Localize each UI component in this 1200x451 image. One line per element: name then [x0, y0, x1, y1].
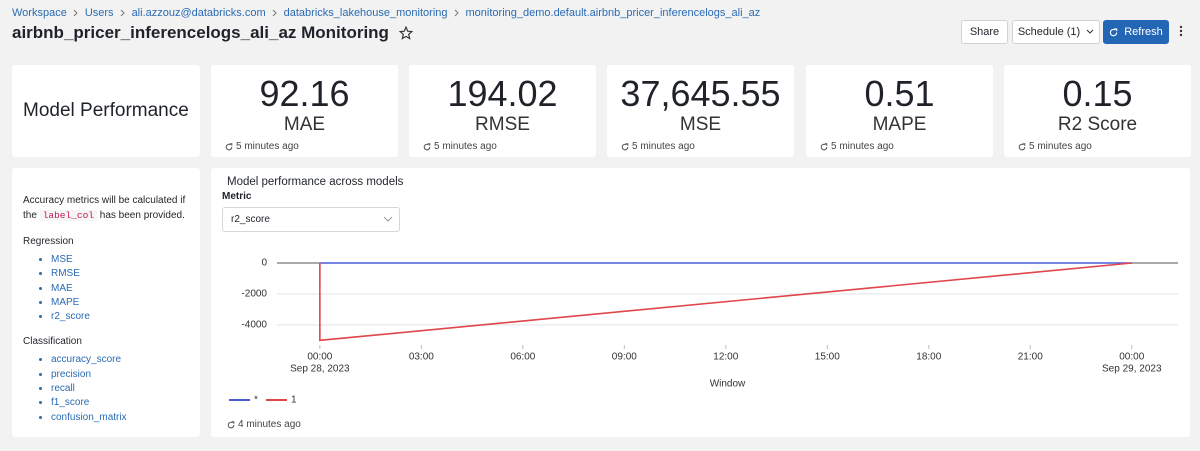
- metric-link[interactable]: recall: [51, 382, 188, 396]
- icon-path: [821, 144, 827, 150]
- metric-link[interactable]: f1_score: [51, 396, 188, 410]
- notes-card: Accuracy metrics will be calculated if t…: [12, 168, 200, 437]
- metric-label: R2 Score: [1004, 114, 1191, 136]
- section-title: Regression: [23, 234, 188, 249]
- button-label: Schedule (1): [1018, 26, 1080, 38]
- chart-updated: 4 minutes ago: [227, 419, 301, 430]
- metric-label: MAPE: [806, 114, 993, 136]
- metric-label: Metric: [222, 191, 251, 202]
- metric-value: 194.02: [409, 73, 596, 115]
- icon-path: [226, 144, 232, 150]
- metric-link[interactable]: MSE: [51, 253, 188, 267]
- metric-label: MSE: [607, 114, 794, 136]
- schedule-button[interactable]: Schedule (1): [1012, 20, 1100, 44]
- metric-link[interactable]: precision: [51, 368, 188, 382]
- metric-card: 0.51MAPE 5 minutes ago: [806, 65, 993, 157]
- updated-text: 4 minutes ago: [238, 419, 301, 430]
- breadcrumb-link[interactable]: monitoring_demo.default.airbnb_pricer_in…: [466, 7, 761, 19]
- breadcrumb-link[interactable]: Workspace: [12, 7, 67, 19]
- button-label: Refresh: [1124, 26, 1163, 38]
- metric-link[interactable]: MAPE: [51, 296, 188, 310]
- header: airbnb_pricer_inferencelogs_ali_az Monit…: [12, 23, 413, 43]
- more-button[interactable]: [1172, 20, 1190, 42]
- updated-text: 5 minutes ago: [236, 141, 299, 152]
- chevron: [74, 10, 77, 16]
- chevron: [455, 10, 458, 16]
- metric-card: 194.02RMSE 5 minutes ago: [409, 65, 596, 157]
- refresh-icon: [1018, 143, 1026, 151]
- breadcrumb-link[interactable]: databricks_lakehouse_monitoring: [284, 7, 448, 19]
- kebab: [1179, 25, 1183, 37]
- metric-updated: 5 minutes ago: [621, 141, 695, 152]
- icon-path: [424, 144, 430, 150]
- updated-text: 5 minutes ago: [1029, 141, 1092, 152]
- metric-value: 92.16: [211, 73, 398, 115]
- metric-select[interactable]: r2_score: [222, 207, 400, 232]
- classification-list: accuracy_scoreprecisionrecallf1_scorecon…: [23, 353, 188, 424]
- updated-text: 5 minutes ago: [632, 141, 695, 152]
- metric-value: 37,645.55: [607, 73, 794, 115]
- breadcrumb-link[interactable]: ali.azzouz@databricks.com: [132, 7, 266, 19]
- breadcrumb: Workspace Users ali.azzouz@databricks.com d…: [12, 7, 760, 19]
- icon-path: [1019, 144, 1025, 150]
- refresh-icon: [225, 143, 233, 151]
- metric-label: RMSE: [409, 114, 596, 136]
- notes: Accuracy metrics will be calculated if t…: [23, 193, 188, 435]
- chevron: [383, 216, 393, 223]
- refresh-button[interactable]: Refresh: [1103, 20, 1169, 44]
- metric-label: MAE: [211, 114, 398, 136]
- metric-card: 0.15R2 Score 5 minutes ago: [1004, 65, 1191, 157]
- refresh-icon: [227, 421, 235, 429]
- summary-card: Model Performance: [12, 65, 200, 157]
- metric-link[interactable]: MAE: [51, 282, 188, 296]
- share-button[interactable]: Share: [961, 20, 1008, 44]
- metric-card: 92.16MAE 5 minutes ago: [211, 65, 398, 157]
- button-label: Share: [970, 26, 999, 38]
- metric-value: 0.51: [806, 73, 993, 115]
- regression-list: MSERMSEMAEMAPEr2_score: [23, 253, 188, 324]
- metric-card: 37,645.55MSE 5 minutes ago: [607, 65, 794, 157]
- code: label_col: [40, 210, 97, 221]
- crumb-separator: [73, 9, 79, 17]
- refresh-icon: [621, 143, 629, 151]
- refresh-icon: [423, 143, 431, 151]
- summary-title: Model Performance: [23, 100, 189, 122]
- crumb-separator: [120, 9, 126, 17]
- metric-updated: 5 minutes ago: [1018, 141, 1092, 152]
- caret: [1086, 29, 1094, 35]
- breadcrumb-link[interactable]: Users: [85, 7, 114, 19]
- metric-link[interactable]: RMSE: [51, 267, 188, 281]
- metric-link[interactable]: confusion_matrix: [51, 411, 188, 425]
- updated-text: 5 minutes ago: [434, 141, 497, 152]
- page-title: airbnb_pricer_inferencelogs_ali_az Monit…: [12, 23, 389, 43]
- refresh-icon: [820, 143, 828, 151]
- metric-link[interactable]: r2_score: [51, 310, 188, 324]
- intro-text: has been provided.: [100, 210, 185, 221]
- updated-text: 5 minutes ago: [831, 141, 894, 152]
- metric-updated: 5 minutes ago: [225, 141, 299, 152]
- refresh-icon: [1109, 28, 1118, 37]
- chevron: [121, 10, 124, 16]
- chevron: [273, 10, 276, 16]
- icon-path: [622, 144, 628, 150]
- metric-value: 0.15: [1004, 73, 1191, 115]
- metric-link[interactable]: accuracy_score: [51, 353, 188, 367]
- metric-updated: 5 minutes ago: [423, 141, 497, 152]
- crumb-separator: [454, 9, 460, 17]
- section-title: Classification: [23, 334, 188, 349]
- favorite-star[interactable]: [399, 26, 413, 40]
- select-value: r2_score: [231, 214, 270, 225]
- crumb-separator: [272, 9, 278, 17]
- metric-updated: 5 minutes ago: [820, 141, 894, 152]
